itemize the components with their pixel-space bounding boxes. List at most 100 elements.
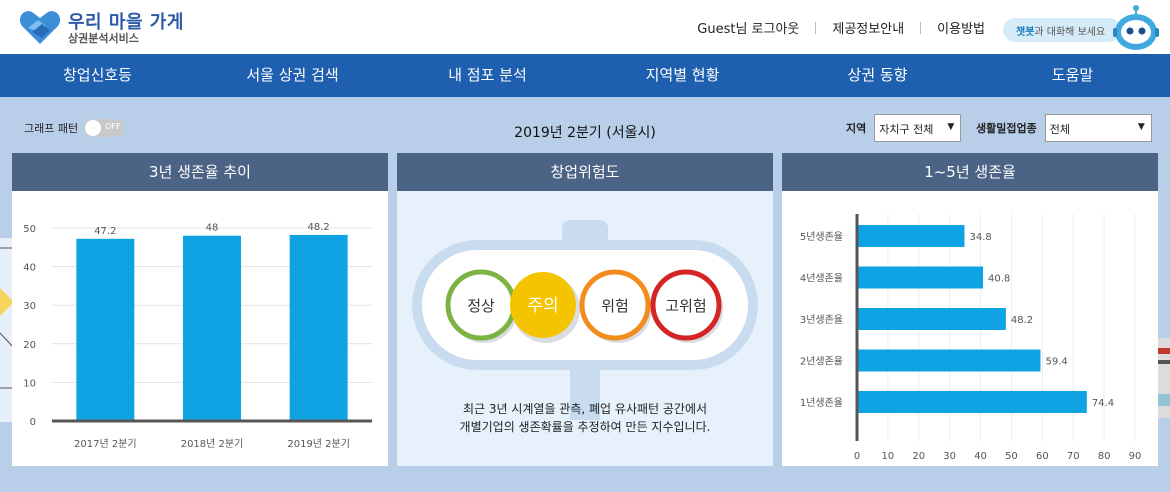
y-tick-label: 0 [30, 417, 36, 428]
x-tick-label: 50 [1005, 451, 1018, 462]
toggle-knob [85, 120, 102, 136]
chatbot-prompt-text: 과 대화해 보세요 [1034, 27, 1106, 38]
risk-body: 정상 주의 위험 고위험 최근 3년 시계열을 관측, 폐업 유사패턴 공간에서 개별… [397, 191, 773, 466]
x-tick-label: 20 [912, 451, 925, 462]
x-tick-label: 2019년 2분기 [287, 438, 350, 450]
survival-1-5-chart-area: 0 10 20 30 40 50 60 70 80 90 34.8 5년생존율 40.8 4년생존율 48.… [782, 191, 1158, 466]
risk-light-3 [579, 269, 651, 341]
region-filter: 지역 자치구 전체 ▼ [846, 114, 962, 142]
industry-label: 생활밀접업종 [976, 122, 1037, 135]
risk-light-4 [650, 269, 722, 341]
panel-title: 3년 생존율 추이 [12, 153, 388, 191]
risk-description-line2: 개별기업의 생존확률을 추정하여 만든 지수입니다. [459, 420, 711, 434]
period-title: 2019년 2분기 (서울시) [514, 125, 656, 141]
region-label: 지역 [846, 122, 867, 135]
data-label: 47.2 [94, 226, 116, 237]
x-tick-label: 60 [1036, 451, 1049, 462]
nav-startup-signal[interactable]: 창업신호등 [62, 66, 132, 84]
region-select-value: 자치구 전체 [879, 123, 934, 136]
y-tick-label: 4년생존율 [800, 273, 843, 285]
nav-market-trend[interactable]: 상권 동향 [847, 66, 908, 84]
data-label: 40.8 [988, 274, 1010, 285]
y-tick-label: 50 [23, 224, 36, 235]
x-tick-label: 30 [943, 451, 956, 462]
y-tick-label: 10 [23, 378, 36, 389]
x-tick-label: 40 [974, 451, 987, 462]
panel-title: 창업위험도 [397, 153, 773, 191]
bar [857, 266, 984, 289]
y-tick-label: 40 [23, 263, 36, 274]
risk-description: 최근 3년 시계열을 관측, 폐업 유사패턴 공간에서 개별기업의 생존확률을 … [397, 400, 773, 436]
bar [76, 238, 135, 421]
main-nav: 창업신호등 서울 상권 검색 내 점포 분석 지역별 현황 상권 동향 도움말 [0, 54, 1170, 97]
graph-pattern-toggle-group: 그래프 패턴 OFF [24, 119, 125, 137]
bar [857, 391, 1087, 413]
chatbot-robot-icon[interactable] [1112, 4, 1160, 52]
y-tick-label: 30 [23, 301, 36, 312]
bar [857, 308, 1006, 330]
y-tick-label: 2년생존율 [800, 356, 843, 368]
y-tick-label: 5년생존율 [800, 231, 843, 243]
risk-panel: 창업위험도 정상 주의 위험 고위험 최근 3년 시계열을 관측, 폐업 유사패턴 공… [397, 153, 773, 466]
bar [289, 234, 348, 421]
logout-link[interactable]: Guest님 로그아웃 [697, 22, 800, 37]
nav-my-store[interactable]: 내 점포 분석 [448, 66, 527, 84]
data-label: 74.4 [1092, 398, 1114, 409]
nav-help[interactable]: 도움말 [1051, 66, 1094, 84]
nav-regional-status[interactable]: 지역별 현황 [645, 66, 720, 84]
graph-pattern-label: 그래프 패턴 [24, 122, 79, 135]
traffic-light: 정상 주의 위험 고위험 [412, 220, 758, 420]
x-tick-label: 70 [1067, 451, 1080, 462]
chatbot-prompt[interactable]: 챗봇과 대화해 보세요 [1003, 18, 1121, 42]
graph-pattern-toggle[interactable]: OFF [84, 119, 125, 137]
risk-light-2 [510, 272, 576, 338]
dropdown-arrow-icon: ▼ [1137, 122, 1145, 132]
risk-level-label: 위험 [601, 297, 629, 315]
logo-icon[interactable] [18, 8, 62, 46]
x-tick-label: 10 [882, 451, 895, 462]
survival-1-5-panel: 1~5년 생존율 0 10 20 30 40 50 60 70 80 90 34.8 5년생존율 40.… [782, 153, 1158, 466]
bar [857, 349, 1041, 372]
top-links: Guest님 로그아웃 제공정보안내 이용방법 [697, 18, 985, 37]
industry-filter: 생활밀접업종 전체 ▼ [976, 114, 1152, 142]
y-tick-label: 1년생존율 [800, 397, 843, 409]
how-to-link[interactable]: 이용방법 [937, 22, 985, 37]
industry-select[interactable]: 전체 ▼ [1044, 114, 1152, 142]
left-decoration [0, 238, 15, 422]
industry-select-value: 전체 [1049, 123, 1070, 136]
divider [815, 21, 817, 34]
header: 우리 마을 가게 상권분석서비스 Guest님 로그아웃 제공정보안내 이용방법… [0, 0, 1170, 54]
x-tick-label: 2017년 2분기 [74, 438, 137, 450]
risk-description-line1: 최근 3년 시계열을 관측, 폐업 유사패턴 공간에서 [462, 402, 708, 416]
x-tick-label: 0 [854, 451, 860, 462]
data-label: 48 [206, 223, 219, 234]
survival-trend-panel: 3년 생존율 추이 0 10 20 30 40 50 47.2 2017년 2분기 48 2018… [12, 153, 388, 466]
risk-level-label: 정상 [467, 297, 495, 315]
region-select[interactable]: 자치구 전체 ▼ [874, 114, 962, 142]
nav-seoul-search[interactable]: 서울 상권 검색 [246, 66, 339, 84]
right-decoration [1156, 338, 1170, 418]
bar [857, 225, 965, 247]
survival-1-5-chart: 0 10 20 30 40 50 60 70 80 90 34.8 5년생존율 40.8 4년생존율 48.… [800, 214, 1142, 462]
chatbot-highlight: 챗봇 [1016, 27, 1035, 38]
divider [920, 21, 922, 34]
toggle-state-text: OFF [105, 122, 121, 131]
risk-level-label: 주의 [527, 296, 558, 316]
data-label: 48.2 [308, 222, 330, 233]
panel-title: 1~5년 생존율 [782, 153, 1158, 191]
logo-subtitle: 상권분석서비스 [68, 32, 139, 45]
info-link[interactable]: 제공정보안내 [832, 22, 905, 37]
bar [183, 235, 241, 421]
risk-level-label: 고위험 [665, 297, 706, 315]
logo-title[interactable]: 우리 마을 가게 [68, 12, 184, 33]
data-label: 59.4 [1045, 357, 1067, 368]
y-tick-label: 20 [23, 340, 36, 351]
x-tick-label: 90 [1129, 451, 1142, 462]
data-label: 34.8 [969, 232, 991, 243]
data-label: 48.2 [1011, 315, 1033, 326]
survival-trend-chart: 0 10 20 30 40 50 47.2 2017년 2분기 48 2018년 2분기 48.2 2… [23, 222, 372, 450]
dropdown-arrow-icon: ▼ [947, 122, 955, 132]
survival-trend-chart-area: 0 10 20 30 40 50 47.2 2017년 2분기 48 2018년 2분기 48.2 2… [12, 191, 388, 466]
x-tick-label: 2018년 2분기 [181, 438, 244, 450]
x-tick-label: 80 [1098, 451, 1111, 462]
